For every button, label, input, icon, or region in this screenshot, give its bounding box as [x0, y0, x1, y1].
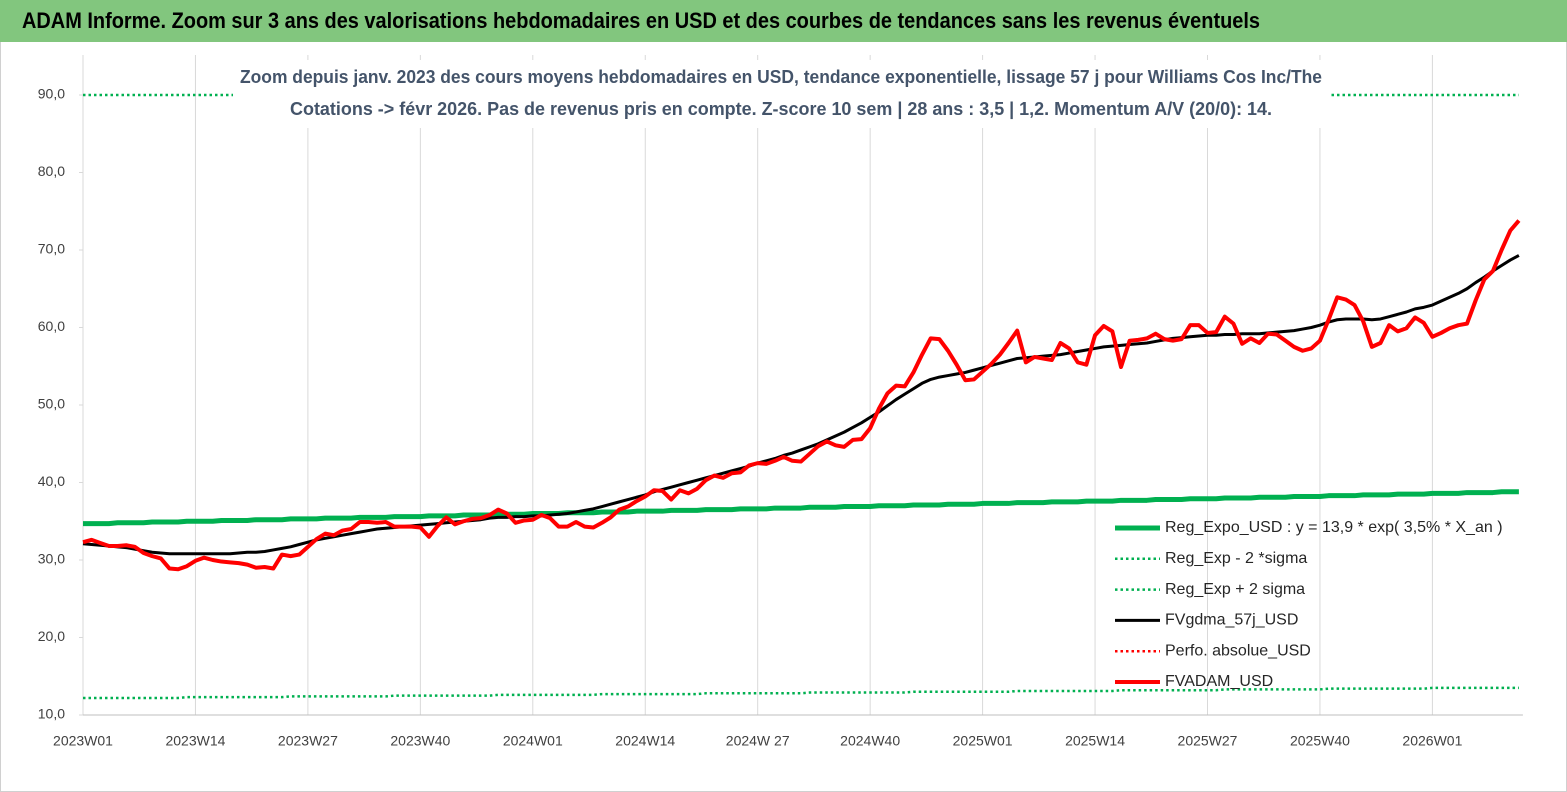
x-tick-label: 2025W14 — [1065, 733, 1125, 749]
chart-subtitle: Cotations -> févr 2026. Pas de revenus p… — [290, 99, 1272, 119]
y-tick-label: 60,0 — [38, 318, 65, 334]
y-tick-label: 70,0 — [38, 241, 65, 257]
plot-area: 10,0 20,0 30,0 40,0 50,0 60,0 70,0 80,0 90,0 2023… — [38, 55, 1523, 749]
series-line — [82, 254, 1520, 556]
y-tick-label: 40,0 — [38, 473, 65, 489]
title-box — [233, 60, 1329, 128]
y-tick-label: 80,0 — [38, 163, 65, 179]
x-tick-label: 2024W 27 — [726, 733, 790, 749]
legend-label: Reg_Exp + 2 sigma — [1165, 581, 1305, 598]
x-tick-label: 2025W40 — [1290, 733, 1350, 749]
legend-label: Reg_Exp - 2 *sigma — [1165, 550, 1307, 567]
header-bar — [0, 0, 1567, 42]
y-tick-label: 30,0 — [38, 551, 65, 567]
y-tick-label: 90,0 — [38, 86, 65, 102]
legend-label: Reg_Expo_USD : y = 13,9 * exp( 3,5% * X_… — [1165, 519, 1503, 536]
x-tick-label: 2024W14 — [615, 733, 675, 749]
y-tick-label: 10,0 — [38, 706, 65, 722]
x-tick-label: 2024W01 — [503, 733, 563, 749]
legend-label: FVADAM_USD — [1165, 673, 1273, 690]
legend-label: Perfo. absolue_USD — [1165, 642, 1311, 659]
legend-label: FVgdma_57j_USD — [1165, 612, 1298, 629]
x-tick-label: 2026W01 — [1402, 733, 1462, 749]
x-tick-label: 2023W01 — [53, 733, 113, 749]
series-line — [82, 219, 1521, 572]
y-tick-label: 50,0 — [38, 396, 65, 412]
y-tick-label: 20,0 — [38, 628, 65, 644]
x-tick-label: 2025W01 — [953, 733, 1013, 749]
header-title: ADAM Informe. Zoom sur 3 ans des valoris… — [22, 8, 1260, 33]
chart-title: Zoom depuis janv. 2023 des cours moyens … — [240, 67, 1322, 87]
series-line — [83, 489, 1519, 527]
x-tick-label: 2023W27 — [278, 733, 338, 749]
legend: Reg_Expo_USD : y = 13,9 * exp( 3,5% * X_… — [1115, 519, 1503, 690]
x-tick-label: 2024W40 — [840, 733, 900, 749]
x-tick-label: 2023W14 — [165, 733, 225, 749]
x-tick-label: 2025W27 — [1178, 733, 1238, 749]
x-tick-label: 2023W40 — [390, 733, 450, 749]
